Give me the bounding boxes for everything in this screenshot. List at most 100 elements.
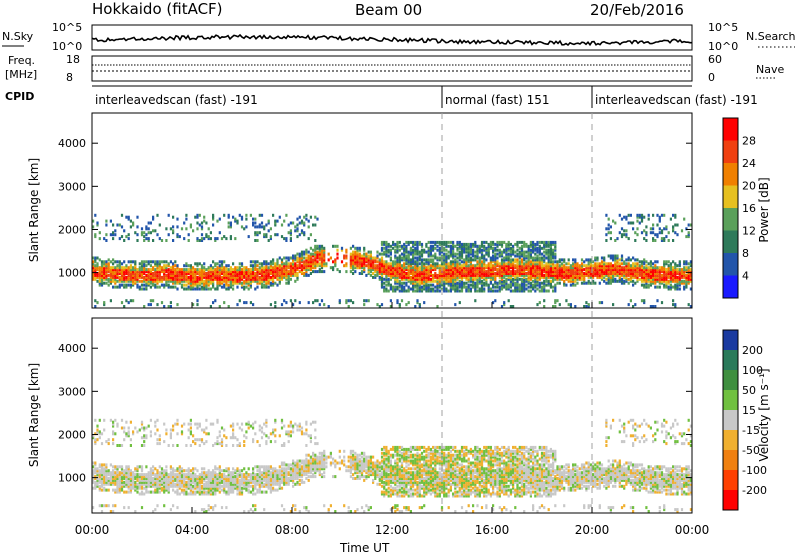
velocity-cell bbox=[183, 480, 186, 484]
power-cell bbox=[163, 268, 166, 272]
velocity-cell bbox=[96, 428, 99, 432]
velocity-cell bbox=[209, 471, 212, 475]
power-cell bbox=[605, 264, 608, 268]
noise-right-tick-top: 10^5 bbox=[708, 21, 738, 34]
power-cell bbox=[378, 277, 381, 281]
power-cell bbox=[543, 254, 546, 258]
power-cell bbox=[529, 250, 532, 254]
power-cell bbox=[269, 272, 272, 275]
power-cell bbox=[463, 272, 466, 275]
power-cell bbox=[94, 268, 97, 272]
power-cell bbox=[360, 258, 364, 262]
power-cell bbox=[669, 264, 672, 268]
power-cell bbox=[134, 279, 137, 283]
power-cell bbox=[389, 272, 392, 275]
power-cell bbox=[305, 260, 308, 264]
power-cell bbox=[489, 268, 492, 272]
velocity-cell bbox=[118, 484, 121, 488]
power-cell bbox=[283, 268, 286, 272]
power-cell bbox=[420, 275, 424, 279]
power-cell bbox=[518, 287, 521, 291]
power-cell bbox=[96, 262, 99, 266]
power-cell bbox=[507, 287, 510, 291]
power-cell bbox=[203, 262, 206, 266]
power-cell bbox=[360, 270, 364, 274]
power-cell bbox=[298, 215, 301, 219]
velocity-cell bbox=[109, 478, 112, 482]
power-cell bbox=[396, 279, 399, 283]
power-cell bbox=[254, 260, 257, 264]
power-cell bbox=[603, 260, 606, 264]
power-cell bbox=[420, 248, 424, 252]
power-cell bbox=[218, 273, 221, 277]
power-cell bbox=[120, 283, 124, 287]
power-cell bbox=[478, 272, 481, 275]
power-cell bbox=[267, 285, 270, 289]
velocity-cell bbox=[169, 475, 172, 479]
power-cell bbox=[652, 262, 655, 266]
power-cell bbox=[249, 285, 252, 289]
power-cell bbox=[276, 275, 279, 279]
power-cell bbox=[547, 273, 550, 277]
velocity-cell bbox=[180, 475, 184, 479]
power-cell bbox=[132, 272, 135, 275]
power-cell bbox=[563, 281, 566, 285]
velocity-cell bbox=[136, 467, 139, 471]
power-cell bbox=[460, 275, 464, 279]
power-cell bbox=[200, 227, 204, 231]
power-cell bbox=[596, 270, 599, 274]
power-cell bbox=[474, 289, 477, 293]
power-cell bbox=[387, 277, 390, 281]
power-cell bbox=[647, 270, 650, 274]
power-cell bbox=[243, 285, 246, 289]
power-cell bbox=[556, 270, 559, 274]
power-cell bbox=[565, 299, 568, 303]
power-cell bbox=[398, 283, 401, 287]
power-cell bbox=[685, 279, 688, 283]
power-cell bbox=[360, 266, 364, 270]
power-cell bbox=[236, 221, 239, 225]
power-cell bbox=[503, 272, 506, 275]
power-cell bbox=[232, 268, 235, 272]
power-cell bbox=[612, 270, 615, 274]
power-cell bbox=[545, 264, 548, 268]
power-cell bbox=[292, 258, 295, 262]
power-cell bbox=[345, 270, 348, 274]
velocity-cell bbox=[178, 469, 181, 473]
power-cell bbox=[309, 254, 312, 258]
power-cell bbox=[216, 266, 219, 270]
power-cell bbox=[663, 285, 666, 289]
power-cell bbox=[543, 287, 546, 291]
power-cell bbox=[545, 289, 548, 293]
power-cell bbox=[198, 262, 201, 266]
power-cell bbox=[216, 285, 219, 289]
power-cell bbox=[638, 273, 641, 277]
power-cell bbox=[500, 272, 504, 275]
power-cell bbox=[380, 252, 384, 256]
velocity-cell bbox=[189, 444, 192, 447]
velocity-cell bbox=[183, 488, 186, 492]
power-cell bbox=[616, 279, 619, 283]
power-cell bbox=[427, 273, 430, 277]
power-cell bbox=[407, 252, 410, 256]
power-cell bbox=[512, 305, 515, 308]
power-cell bbox=[525, 266, 528, 270]
power-cell bbox=[454, 279, 457, 283]
power-cell bbox=[605, 262, 608, 266]
power-cell bbox=[665, 262, 668, 266]
power-cell bbox=[263, 268, 266, 272]
power-cell bbox=[340, 246, 344, 250]
power-cell bbox=[645, 260, 648, 264]
power-cell bbox=[209, 277, 212, 281]
power-cell bbox=[414, 283, 417, 287]
power-cell bbox=[192, 273, 195, 277]
power-cell bbox=[514, 250, 517, 254]
power-cell bbox=[647, 272, 650, 275]
power-cell bbox=[183, 273, 186, 277]
power-cell bbox=[636, 277, 639, 281]
power-cell bbox=[420, 252, 424, 256]
power-cell bbox=[225, 275, 228, 279]
power-cell bbox=[478, 260, 481, 264]
power-cell bbox=[538, 240, 541, 244]
power-cell bbox=[434, 266, 437, 270]
